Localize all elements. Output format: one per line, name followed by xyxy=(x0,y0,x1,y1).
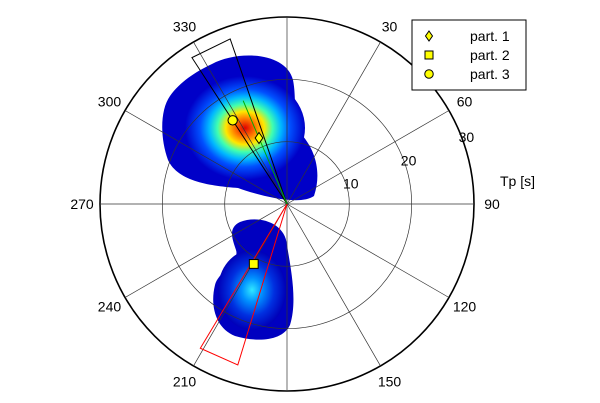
angle-label-210: 210 xyxy=(173,374,197,390)
radial-tick-label-30: 30 xyxy=(459,129,475,145)
direction-sectors xyxy=(191,38,288,366)
mean-direction-line xyxy=(242,100,288,205)
angle-label-300: 300 xyxy=(98,94,122,110)
spoke-30 xyxy=(286,41,381,205)
legend-marker-2 xyxy=(424,50,434,60)
data-point-1 xyxy=(254,131,264,145)
direction-sector-2 xyxy=(199,203,288,366)
radial-axis-label: Tp [s] xyxy=(500,173,535,189)
angle-label-240: 240 xyxy=(98,299,122,315)
legend-marker-3 xyxy=(424,69,434,79)
legend-marker-1 xyxy=(424,30,434,42)
legend-label-1: part. 1 xyxy=(470,28,510,44)
angle-label-330: 330 xyxy=(173,18,197,34)
angle-label-30: 30 xyxy=(382,18,398,34)
polar-grid xyxy=(99,16,475,392)
spoke-120 xyxy=(286,203,450,298)
angle-label-270: 270 xyxy=(70,196,94,212)
data-point-3 xyxy=(227,115,238,126)
radial-tick-label-20: 20 xyxy=(401,152,417,168)
spoke-210 xyxy=(193,203,288,367)
data-point-2 xyxy=(248,259,259,269)
spoke-240 xyxy=(124,203,288,298)
direction-sector-1 xyxy=(191,38,288,205)
energy-distribution xyxy=(162,55,318,340)
south-west-spectrum-core xyxy=(218,250,286,330)
spoke-330 xyxy=(193,41,288,205)
data-points xyxy=(227,115,264,269)
spoke-60 xyxy=(286,110,450,205)
spoke-300 xyxy=(124,110,288,205)
spoke-150 xyxy=(286,203,381,367)
legend-label-3: part. 3 xyxy=(470,66,510,82)
axis-labels: 330 30 300 60 270 90 240 120 210 150 10 20 30 Tp [s] xyxy=(70,18,535,389)
angle-label-60: 60 xyxy=(457,94,473,110)
legend-label-2: part. 2 xyxy=(470,47,510,63)
angle-label-150: 150 xyxy=(378,374,402,390)
angle-label-90: 90 xyxy=(484,196,500,212)
radial-tick-label-10: 10 xyxy=(343,176,359,192)
angle-label-120: 120 xyxy=(453,299,477,315)
legend: part. 1 part. 2 part. 3 xyxy=(411,19,527,91)
